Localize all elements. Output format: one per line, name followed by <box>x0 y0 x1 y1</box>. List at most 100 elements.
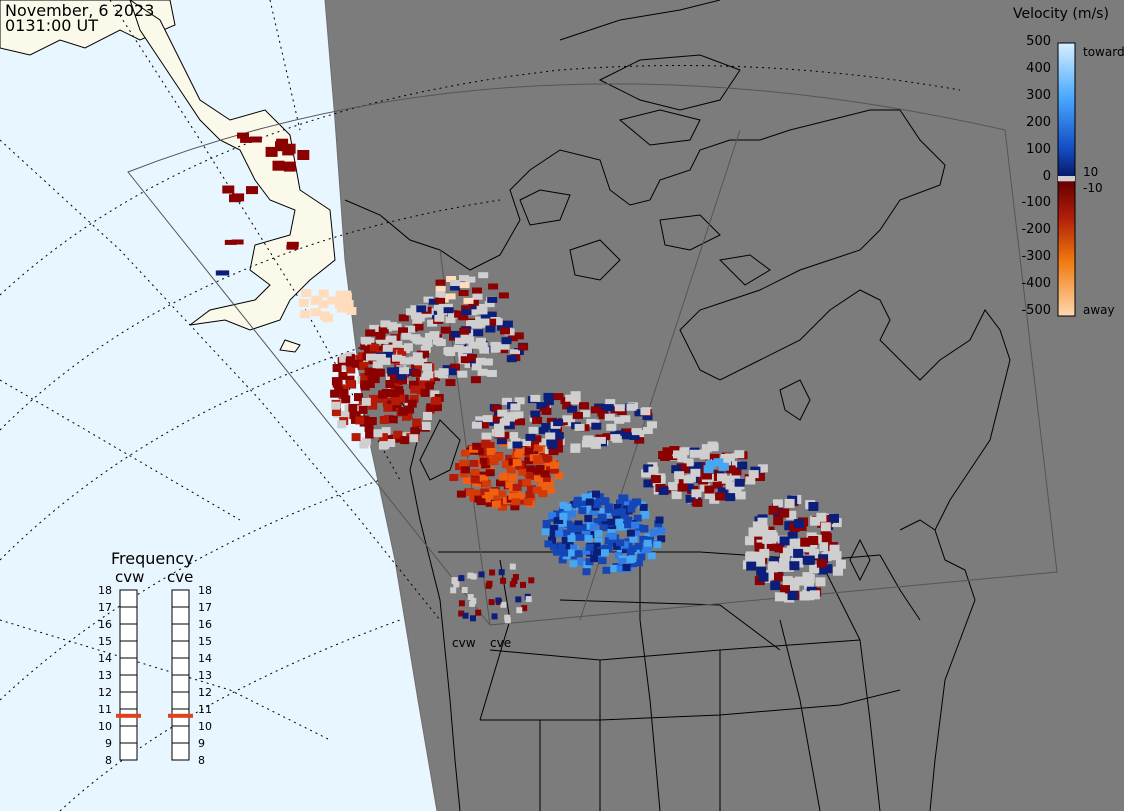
radar-velocity-cell <box>574 520 583 528</box>
radar-velocity-cell <box>506 466 516 474</box>
radar-velocity-cell <box>496 437 507 445</box>
radar-velocity-cell <box>647 552 656 560</box>
radar-velocity-cell <box>498 473 508 481</box>
radar-velocity-cell <box>770 581 781 591</box>
radar-velocity-cell <box>409 380 418 389</box>
radar-velocity-cell <box>489 458 499 465</box>
radar-velocity-cell <box>486 448 496 455</box>
radar-velocity-cell <box>585 558 594 566</box>
radar-velocity-cell <box>265 146 278 157</box>
radar-velocity-cell <box>491 415 502 423</box>
radar-velocity-cell <box>437 308 448 315</box>
radar-velocity-cell <box>378 433 388 442</box>
radar-velocity-cell <box>705 460 716 469</box>
radar-velocity-cell <box>422 340 433 347</box>
radar-velocity-cell <box>586 531 595 538</box>
radar-velocity-cell <box>592 548 601 556</box>
radar-velocity-cell <box>553 510 562 518</box>
radar-velocity-cell <box>772 499 783 509</box>
radar-velocity-cell <box>514 450 524 458</box>
radar-velocity-cell <box>471 363 482 371</box>
radar-velocity-cell <box>360 418 370 427</box>
radar-velocity-cell <box>463 297 474 304</box>
radar-velocity-cell <box>351 359 361 368</box>
radar-velocity-cell <box>745 553 756 563</box>
radar-velocity-cell <box>381 427 391 436</box>
radar-velocity-cell <box>782 547 793 557</box>
radar-velocity-cell <box>643 464 654 473</box>
radar-velocity-cell <box>829 544 840 554</box>
radar-velocity-cell <box>762 534 773 544</box>
radar-velocity-cell <box>386 439 396 447</box>
radar-velocity-cell <box>604 506 613 514</box>
radar-velocity-cell <box>750 551 761 561</box>
radar-velocity-cell <box>387 322 398 330</box>
radar-velocity-cell <box>421 422 431 430</box>
radar-velocity-cell <box>594 537 603 545</box>
radar-velocity-cell <box>530 394 541 402</box>
date-label: November, 6 2023 <box>5 1 155 20</box>
radar-velocity-cell <box>533 444 543 452</box>
radar-velocity-cell <box>709 495 720 504</box>
frequency-title: Frequency <box>111 549 194 568</box>
radar-velocity-cell <box>668 482 679 491</box>
radar-velocity-cell <box>479 457 489 465</box>
radar-velocity-cell <box>498 569 505 576</box>
radar-velocity-cell <box>657 527 666 535</box>
radar-velocity-cell <box>499 342 510 350</box>
radar-velocity-cell <box>573 411 583 419</box>
radar-velocity-cell <box>272 160 285 171</box>
radar-velocity-cell <box>359 361 369 370</box>
radar-velocity-cell <box>384 434 393 443</box>
radar-velocity-cell <box>486 318 497 326</box>
radar-velocity-cell <box>512 441 523 449</box>
radar-velocity-cell <box>574 423 585 431</box>
radar-velocity-cell <box>594 530 603 537</box>
radar-velocity-cell <box>460 466 470 474</box>
radar-velocity-cell <box>394 385 404 394</box>
radar-velocity-cell <box>375 332 386 340</box>
radar-velocity-cell <box>472 287 482 294</box>
radar-velocity-cell <box>585 498 594 506</box>
radar-velocity-cell <box>428 298 439 305</box>
radar-velocity-cell <box>407 399 417 408</box>
radar-velocity-cell <box>368 401 378 410</box>
radar-velocity-cell <box>598 557 607 565</box>
radar-velocity-cell <box>779 536 790 546</box>
radar-velocity-cell <box>658 486 669 495</box>
radar-velocity-cell <box>224 239 237 245</box>
radar-velocity-cell <box>518 497 528 505</box>
radar-velocity-cell <box>581 493 589 501</box>
radar-velocity-cell <box>533 467 543 475</box>
radar-velocity-cell <box>473 329 484 337</box>
radar-velocity-cell <box>392 354 402 362</box>
radar-velocity-cell <box>578 507 587 515</box>
radar-velocity-cell <box>626 556 635 564</box>
radar-velocity-cell <box>634 547 643 555</box>
radar-velocity-cell <box>240 136 253 143</box>
radar-velocity-cell <box>616 565 625 573</box>
radar-velocity-cell <box>462 477 472 484</box>
radar-velocity-cell <box>640 408 651 416</box>
radar-velocity-cell <box>393 430 403 439</box>
radar-velocity-cell <box>601 498 610 506</box>
radar-velocity-cell <box>331 408 341 416</box>
radar-velocity-cell <box>466 329 477 337</box>
radar-velocity-cell <box>477 368 488 376</box>
radar-velocity-cell <box>538 427 549 435</box>
radar-velocity-cell <box>590 441 601 449</box>
radar-velocity-cell <box>676 463 687 472</box>
radar-velocity-cell <box>634 542 643 550</box>
radar-velocity-cell <box>502 461 512 469</box>
radar-velocity-cell <box>550 461 559 469</box>
radar-velocity-cell <box>567 510 576 518</box>
radar-velocity-cell <box>604 537 613 545</box>
radar-velocity-cell <box>829 513 839 523</box>
radar-velocity-cell <box>779 508 790 518</box>
radar-velocity-cell <box>490 341 501 349</box>
radar-velocity-cell <box>494 452 504 460</box>
radar-velocity-cell <box>831 551 842 561</box>
radar-velocity-cell <box>482 358 493 366</box>
radar-velocity-cell <box>539 438 550 446</box>
minus-ten-label: -10 <box>1083 181 1103 195</box>
